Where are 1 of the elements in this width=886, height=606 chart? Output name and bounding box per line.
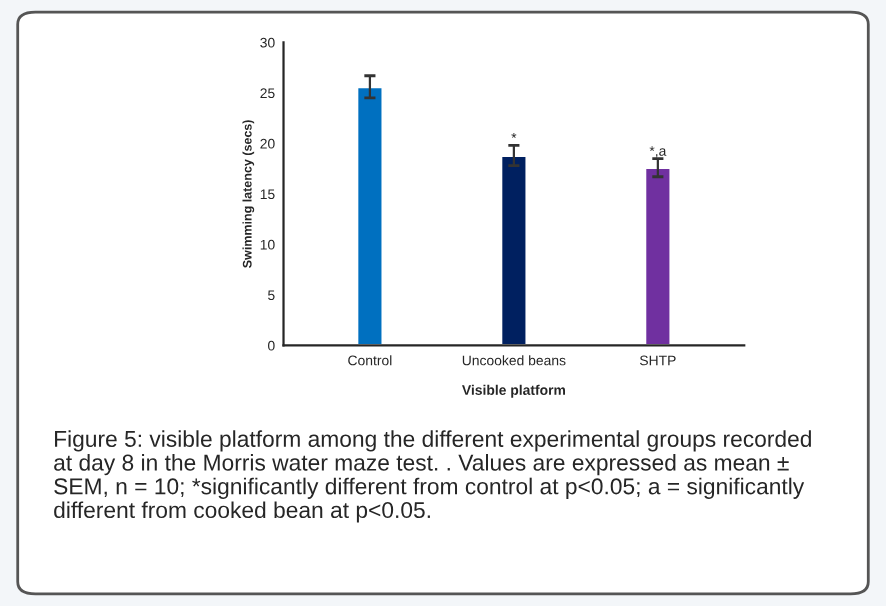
caption: Figure 5: visible platform among the different experimental groups recorded at day 8 in the Morris water maze test. . Values are expressed as mean ± SEM, n = 10; *significantly different from control at p<0.05; a = significantly different from cooked bean at p<0.05. xyxy=(54,430,811,523)
